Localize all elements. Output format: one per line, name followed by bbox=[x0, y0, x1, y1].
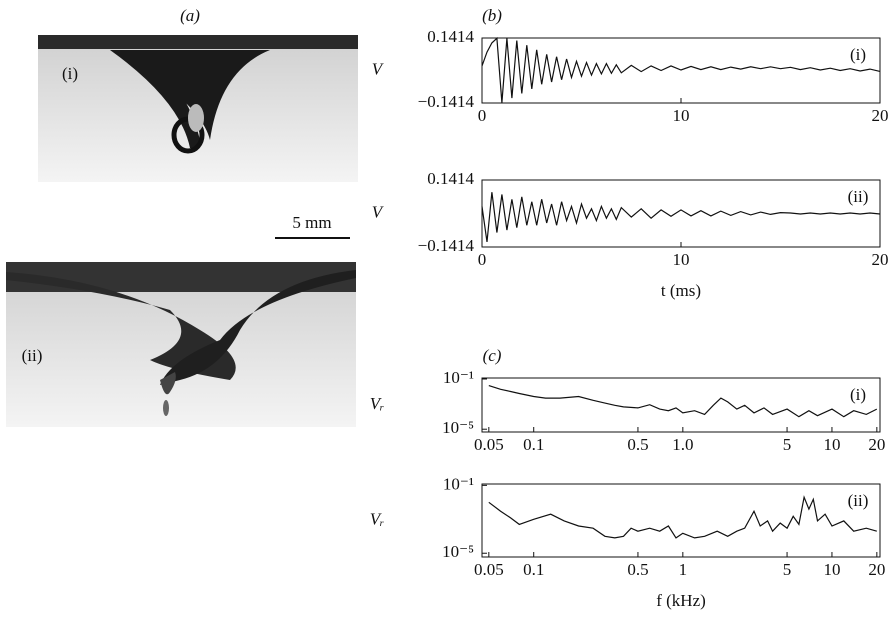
x-tick-label: 0.5 bbox=[627, 435, 648, 454]
x-tick-label: 10 bbox=[823, 435, 840, 454]
annotation: (i) bbox=[850, 45, 866, 64]
x-tick-label: 0.1 bbox=[523, 435, 544, 454]
x-tick-label: 20 bbox=[872, 106, 889, 125]
y-tick-label: 10⁻⁵ bbox=[442, 542, 474, 561]
annotation: (ii) bbox=[848, 491, 869, 510]
panel-label: (c) bbox=[483, 346, 502, 365]
x-tick-label: 0.5 bbox=[627, 560, 648, 579]
x-tick-label: 1 bbox=[679, 560, 688, 579]
x-tick-label: 1.0 bbox=[672, 435, 693, 454]
x-tick-label: 20 bbox=[872, 250, 889, 269]
x-tick-label: 10 bbox=[673, 106, 690, 125]
photo-ii bbox=[6, 262, 356, 427]
x-tick-label: 0.1 bbox=[523, 560, 544, 579]
y-tick-label: 10⁻¹ bbox=[443, 368, 474, 387]
plot-frame bbox=[481, 377, 881, 433]
annotation: (i) bbox=[850, 385, 866, 404]
x-tick-label: 0.05 bbox=[474, 435, 504, 454]
signal-line bbox=[481, 192, 881, 242]
panel-label: (b) bbox=[482, 6, 502, 25]
x-axis-label: f (kHz) bbox=[656, 591, 706, 610]
x-tick-label: 10 bbox=[823, 560, 840, 579]
y-tick-label: −0.1414 bbox=[418, 92, 475, 111]
photo-label: (i) bbox=[62, 64, 78, 83]
y-tick-label: −0.1414 bbox=[418, 236, 475, 255]
signal-line bbox=[488, 495, 877, 539]
y-axis-label: V bbox=[372, 59, 385, 78]
x-tick-label: 5 bbox=[783, 435, 792, 454]
photo-label: (ii) bbox=[22, 346, 43, 365]
signal-line bbox=[488, 385, 878, 418]
plot-frame bbox=[481, 483, 881, 558]
y-tick-label: 0.1414 bbox=[427, 169, 474, 188]
scale-bar-label: 5 mm bbox=[292, 213, 331, 232]
y-axis-label: V bbox=[372, 202, 385, 221]
x-tick-label: 0.05 bbox=[474, 560, 504, 579]
y-tick-label: 0.1414 bbox=[427, 27, 474, 46]
photo-i bbox=[38, 35, 358, 182]
x-tick-label: 5 bbox=[783, 560, 792, 579]
x-tick-label: 20 bbox=[868, 435, 885, 454]
signal-line bbox=[481, 37, 881, 103]
y-tick-label: 10⁻¹ bbox=[443, 474, 474, 493]
y-axis-label: Vᵣ bbox=[370, 394, 385, 413]
x-axis-label: t (ms) bbox=[661, 281, 701, 300]
x-tick-label: 10 bbox=[673, 250, 690, 269]
y-axis-label: Vᵣ bbox=[370, 509, 385, 528]
annotation: (ii) bbox=[848, 187, 869, 206]
x-tick-label: 0 bbox=[478, 250, 487, 269]
x-tick-label: 0 bbox=[478, 106, 487, 125]
panel-label: (a) bbox=[180, 6, 200, 25]
y-tick-label: 10⁻⁵ bbox=[442, 418, 474, 437]
x-tick-label: 20 bbox=[868, 560, 885, 579]
